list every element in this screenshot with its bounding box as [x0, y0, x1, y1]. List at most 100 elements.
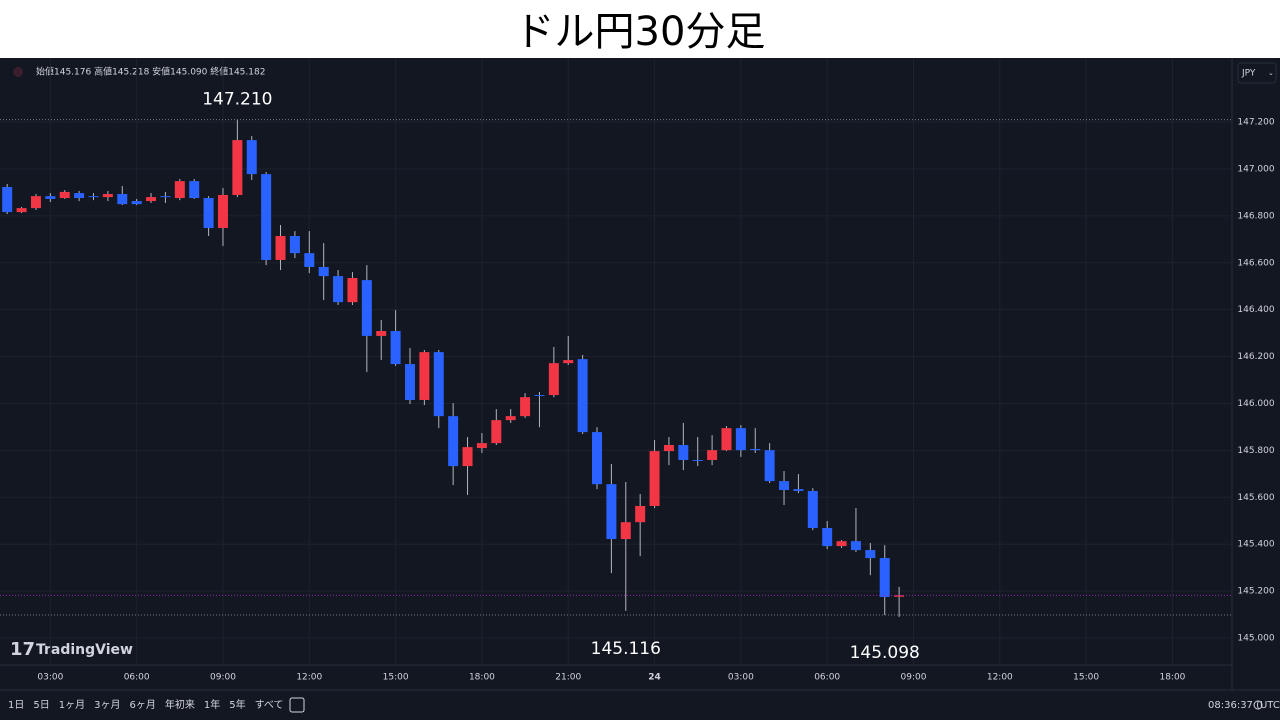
candle-body	[548, 363, 559, 396]
x-tick-label: 06:00	[124, 673, 150, 683]
candle-body	[2, 186, 13, 213]
candle-body	[361, 280, 372, 336]
annotation: 145.116	[591, 639, 661, 659]
candle-body	[45, 196, 56, 199]
candle-body	[16, 208, 27, 213]
y-tick-label: 147.000	[1237, 164, 1274, 174]
candle-body	[88, 196, 99, 198]
currency-caret: ⌄	[1268, 69, 1274, 77]
page-title: ドル円30分足	[514, 9, 766, 55]
range-button[interactable]: 5日	[33, 700, 49, 711]
range-button[interactable]: すべて	[255, 699, 284, 711]
candle-body	[520, 397, 531, 417]
x-tick-label: 12:00	[987, 673, 1013, 683]
settings-icon[interactable]	[1253, 700, 1263, 710]
x-tick-label: 03:00	[728, 673, 754, 683]
candle-body	[275, 236, 286, 260]
candle-body	[261, 174, 272, 260]
y-tick-label: 145.600	[1237, 493, 1274, 503]
candle-body	[117, 194, 128, 205]
candle-body	[232, 140, 243, 195]
x-tick-label: 09:00	[210, 673, 236, 683]
candle-body	[807, 490, 818, 529]
candle-body	[735, 428, 746, 451]
candle-body	[189, 181, 200, 199]
chart-background	[0, 58, 1280, 720]
candle-body	[649, 451, 660, 506]
y-tick-label: 146.000	[1237, 399, 1274, 409]
candle-body	[376, 331, 387, 336]
y-tick-label: 145.000	[1237, 634, 1274, 644]
x-tick-label: 12:00	[296, 673, 322, 683]
ohlc-legend: 始値145.176 高値145.218 安値145.090 終値145.182	[36, 66, 265, 78]
candle-body	[577, 359, 588, 433]
candle-body	[333, 276, 344, 303]
x-tick-label: 24	[648, 673, 661, 683]
x-tick-label: 09:00	[901, 673, 927, 683]
range-button[interactable]: 1日	[8, 700, 24, 711]
candle-body	[304, 253, 315, 267]
x-tick-label: 03:00	[37, 673, 63, 683]
range-button[interactable]: 1年	[204, 698, 220, 711]
clock: 08:36:37 (UTC+9)	[1208, 700, 1280, 711]
candle-body	[462, 447, 473, 467]
candle-body	[692, 460, 703, 462]
range-button[interactable]: 年初来	[165, 698, 195, 711]
candle-body	[448, 416, 459, 467]
candle-body	[74, 193, 85, 199]
candle-body	[491, 420, 502, 444]
candle-body	[879, 558, 890, 597]
candle-body	[620, 522, 631, 540]
candle-body	[721, 428, 732, 451]
annotation: 147.210	[202, 90, 272, 110]
candle-body	[102, 194, 113, 198]
candle-body	[390, 331, 401, 365]
candle-body	[592, 432, 603, 485]
candle-body	[318, 266, 329, 277]
currency-button[interactable]	[1237, 62, 1277, 84]
y-tick-label: 146.800	[1237, 211, 1274, 221]
candle-body	[836, 541, 847, 547]
candle-body	[822, 528, 833, 547]
candle-body	[563, 360, 574, 364]
currency-label: JPY	[1241, 69, 1256, 79]
range-button[interactable]: 3ヶ月	[94, 699, 120, 711]
candle-body	[30, 196, 41, 209]
x-tick-label: 06:00	[814, 673, 840, 683]
x-tick-label: 21:00	[555, 673, 581, 683]
brand-logo: TradingView	[36, 642, 133, 658]
candle-body	[246, 140, 257, 175]
candle-body	[433, 352, 444, 417]
y-tick-label: 145.200	[1237, 587, 1274, 597]
candle-body	[59, 191, 70, 199]
candle-body	[779, 481, 790, 491]
candle-body	[419, 352, 430, 400]
x-tick-label: 15:00	[1073, 673, 1099, 683]
y-tick-label: 147.200	[1237, 118, 1274, 128]
date-range-icon[interactable]	[289, 697, 305, 713]
candle-body	[663, 444, 674, 452]
candle-body	[160, 196, 171, 198]
candle-body	[865, 550, 876, 559]
candle-body	[203, 198, 214, 229]
x-tick-label: 15:00	[383, 673, 409, 683]
candle-body	[850, 541, 861, 551]
x-tick-label: 18:00	[1159, 673, 1185, 683]
candle-body	[131, 201, 142, 205]
candle-body	[678, 444, 689, 461]
range-button[interactable]: 5年	[229, 698, 245, 711]
candle-body	[707, 450, 718, 461]
candle-body	[606, 484, 617, 540]
candle-body	[146, 197, 157, 202]
candle-body	[793, 489, 804, 491]
range-button[interactable]: 6ヶ月	[130, 699, 156, 711]
candle-body	[347, 278, 358, 303]
x-tick-label: 18:00	[469, 673, 495, 683]
candle-body	[174, 181, 185, 199]
range-button[interactable]: 1ヶ月	[59, 699, 85, 711]
candle-body	[404, 364, 415, 400]
y-tick-label: 145.400	[1237, 540, 1274, 550]
candle-body	[635, 505, 646, 523]
